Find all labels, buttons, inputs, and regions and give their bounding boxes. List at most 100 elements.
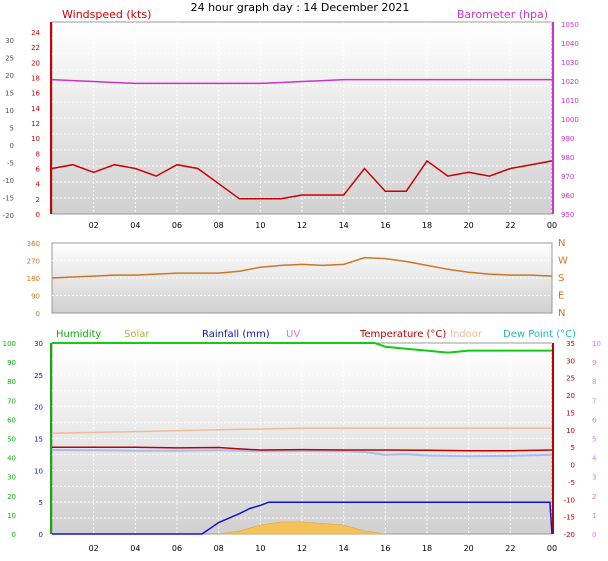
temp-tick-10: -15 [564, 514, 575, 522]
baro-tick-8: 970 [561, 173, 574, 181]
wind-xtick-5: 12 [297, 221, 307, 230]
wind-xtick-4: 10 [255, 221, 265, 230]
temp-xtick-10: 22 [505, 544, 515, 553]
wind-inner-tick-5: 14 [31, 105, 40, 113]
temp-xtick-5: 12 [297, 544, 307, 553]
temp-tick-7: 0 [571, 462, 575, 470]
rainfall-line [52, 501, 553, 535]
dir-tick-2: 180 [27, 275, 40, 283]
wind-xtick-2: 06 [172, 221, 182, 230]
baro-tick-5: 1000 [561, 116, 579, 124]
hum-tick-3: 70 [7, 397, 16, 405]
hum-tick-2: 80 [7, 378, 16, 386]
uv-tick-9: 1 [592, 512, 596, 520]
temp-tick-5: 10 [566, 427, 575, 435]
wind-outer-tick-0: 30 [5, 37, 14, 45]
hum-tick-9: 10 [7, 512, 16, 520]
temp-tick-8: -5 [568, 479, 575, 487]
temp-xtick-4: 10 [255, 544, 265, 553]
uv-tick-7: 3 [592, 474, 596, 482]
wind-outer-tick-4: 10 [5, 107, 14, 115]
legend-windspeed: Windspeed (kts) [62, 8, 151, 21]
temp-xtick-8: 18 [422, 544, 432, 553]
hum-tick-7: 30 [7, 474, 16, 482]
rain-tick-1: 25 [34, 372, 43, 380]
temperature-line [52, 446, 553, 452]
wind-inner-tick-9: 6 [36, 166, 41, 174]
baro-tick-1: 1040 [561, 40, 579, 48]
hum-tick-6: 40 [7, 455, 16, 463]
uv-tick-4: 6 [592, 416, 597, 424]
temp-xtick-7: 16 [380, 544, 390, 553]
temp-tick-9: -10 [564, 496, 575, 504]
dir-tick-3: 90 [31, 293, 40, 301]
legend-uv: UV [286, 329, 300, 340]
wind-inner-tick-3: 18 [31, 75, 40, 83]
wind-outer-tick-7: -5 [7, 160, 14, 168]
wind-outer-tick-6: 0 [10, 142, 14, 150]
hum-tick-5: 50 [7, 436, 16, 444]
rain-tick-5: 5 [39, 499, 43, 507]
hum-tick-10: 0 [12, 531, 16, 539]
temp-tick-4: 15 [566, 409, 575, 417]
baro-tick-4: 1010 [561, 97, 579, 105]
temp-tick-11: -20 [564, 531, 575, 539]
baro-tick-2: 1030 [561, 59, 579, 67]
wind-outer-tick-8: -10 [3, 177, 14, 185]
temp-xtick-3: 08 [214, 544, 224, 553]
uv-tick-8: 2 [592, 493, 596, 501]
indoor-line [51, 427, 552, 435]
compass-tick-3: E [558, 291, 564, 302]
hum-tick-8: 20 [7, 493, 16, 501]
baro-tick-6: 990 [561, 135, 574, 143]
legend-indoor: Indoor [450, 329, 483, 340]
wind-xtick-11: 00 [547, 221, 557, 230]
compass-tick-1: W [558, 256, 568, 267]
wind-inner-tick-6: 12 [31, 120, 40, 128]
rain-tick-3: 15 [34, 436, 43, 444]
dir-tick-0: 360 [27, 240, 40, 248]
temp-xtick-0: 02 [89, 544, 99, 553]
wind-outer-tick-3: 15 [5, 90, 14, 98]
humidity-line [52, 342, 552, 354]
dewpoint-line [51, 449, 553, 458]
wind-inner-tick-10: 4 [36, 181, 41, 189]
direction-line [51, 256, 553, 279]
temp-xtick-11: 00 [547, 544, 557, 553]
uv-tick-5: 5 [592, 436, 596, 444]
wind-inner-tick-8: 8 [36, 150, 40, 158]
compass-tick-2: S [558, 273, 564, 284]
dir-tick-1: 270 [27, 258, 40, 266]
uv-tick-1: 9 [592, 359, 596, 367]
wind-inner-tick-11: 2 [36, 196, 40, 204]
baro-tick-7: 980 [561, 154, 574, 162]
uv-tick-2: 8 [592, 378, 596, 386]
legend-solar: Solar [124, 329, 150, 340]
baro-tick-9: 960 [561, 192, 574, 200]
baro-tick-10: 950 [561, 211, 574, 219]
wind-xtick-1: 04 [130, 221, 140, 230]
baro-tick-3: 1020 [561, 78, 579, 86]
uv-tick-6: 4 [592, 455, 597, 463]
legend-humidity: Humidity [56, 329, 101, 340]
wind-xtick-8: 18 [422, 221, 432, 230]
legend-temperature: Temperature (°C) [359, 329, 446, 340]
hum-tick-0: 100 [3, 340, 16, 348]
temp-tick-1: 30 [566, 357, 575, 365]
temp-tick-3: 20 [566, 392, 575, 400]
wind-xtick-9: 20 [464, 221, 474, 230]
wind-inner-tick-12: 0 [36, 211, 40, 219]
temp-xtick-9: 20 [464, 544, 474, 553]
dir-tick-4: 0 [36, 310, 40, 318]
wind-xtick-6: 14 [339, 221, 349, 230]
legend-dew: Dew Point (°C) [503, 329, 576, 340]
wind-outer-tick-10: -20 [3, 212, 14, 220]
wind-inner-tick-1: 22 [31, 44, 40, 52]
temp-tick-6: 5 [571, 444, 575, 452]
solar-area [218, 521, 386, 535]
wind-xtick-3: 08 [214, 221, 224, 230]
compass-tick-4: N [558, 308, 565, 319]
hum-tick-4: 60 [7, 416, 16, 424]
wind-inner-tick-2: 20 [31, 59, 40, 67]
rain-tick-0: 30 [34, 340, 43, 348]
